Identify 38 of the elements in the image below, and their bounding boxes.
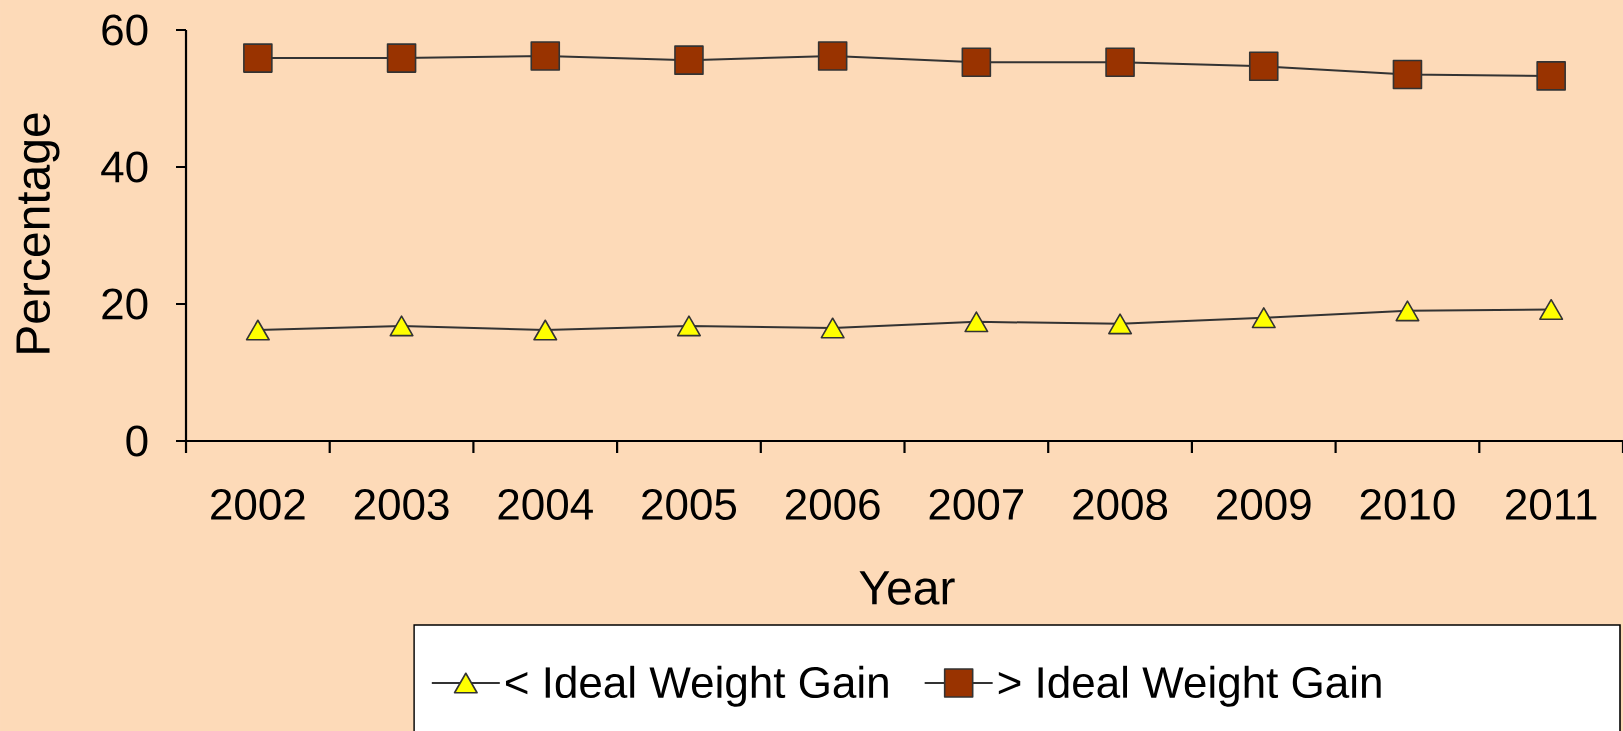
point (1395, 300, 1420, 322)
point (964, 311, 989, 333)
point (1108, 313, 1133, 335)
x-tick-label: 2010 (1360, 488, 1455, 521)
point (961, 47, 992, 77)
x-tick-label: 2004 (498, 488, 593, 521)
y-tick-label: 40 (101, 151, 148, 183)
legend-label: < Ideal Weight Gain (505, 665, 888, 707)
x-tick-label: 2003 (354, 488, 449, 521)
point (1536, 61, 1566, 91)
point (1539, 298, 1564, 321)
legend-label: > Ideal Weight Gain (998, 665, 1381, 707)
x-tick-label: 2006 (785, 488, 880, 521)
x-tick-label: 2002 (211, 488, 305, 521)
x-tick-label: 2005 (642, 488, 737, 521)
point (533, 319, 558, 341)
point (245, 319, 270, 341)
x-tick-label: 2009 (1217, 488, 1311, 521)
x-tick-label: 2008 (1073, 488, 1168, 521)
y-axis-title: Percentage (16, 113, 60, 353)
y-tick-label: 0 (126, 425, 148, 457)
point (820, 317, 845, 339)
point (530, 41, 561, 71)
point (1392, 59, 1423, 90)
y-tick-label: 60 (102, 14, 148, 46)
point (817, 41, 848, 71)
point (389, 315, 414, 337)
x-axis-title: Year (859, 571, 955, 605)
point (386, 43, 417, 73)
point (1248, 51, 1279, 82)
x-tick-label: 2007 (929, 488, 1024, 521)
y-tick-label: 20 (102, 288, 148, 320)
point (1105, 47, 1135, 77)
point (676, 315, 702, 337)
point (674, 45, 704, 75)
point (243, 43, 273, 73)
point (1251, 307, 1276, 329)
x-tick-label: 2011 (1506, 488, 1597, 521)
